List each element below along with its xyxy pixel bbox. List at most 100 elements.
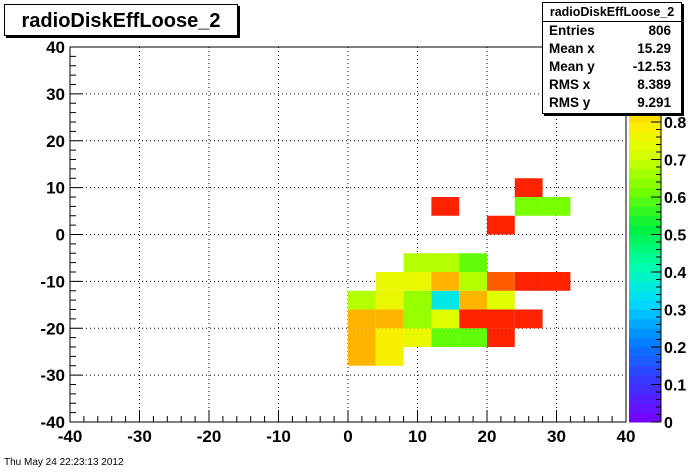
heatmap-cell [514,272,543,291]
palette-band [629,384,661,395]
heatmap-cell [403,328,432,347]
palette-band [629,272,661,282]
palette-band [629,347,661,357]
heatmap-cell [431,253,460,272]
heatmap-cell [514,309,543,329]
heatmap-cell [348,347,376,366]
x-tick-label: 20 [478,427,497,446]
palette-band [629,131,661,142]
heatmap-cell [459,290,487,310]
palette-band [629,159,661,170]
x-tick-label: 40 [617,427,636,446]
y-tick-label: -40 [40,413,65,432]
palette-band [629,281,661,292]
y-tick-label: -10 [40,272,65,291]
palette-band [629,337,661,348]
stats-row-entries: Entries 806 [543,22,681,40]
heatmap-cell [431,272,460,291]
heatmap-cell [431,309,460,329]
heatmap-cell [487,309,515,329]
heatmap-cell [514,197,543,216]
heatmap-cell [403,253,432,272]
stats-label: Mean y [549,59,595,74]
palette-band [629,262,661,273]
palette-tick-label: 0.8 [664,115,686,132]
x-tick-label: -40 [58,427,83,446]
heatmap-cell [487,272,515,291]
palette-tick-label: 0.3 [664,303,686,320]
heatmap-cell [459,272,487,291]
heatmap-cell [403,309,432,329]
heatmap-cell [514,178,543,197]
stats-label: RMS y [549,95,591,110]
stats-row-rms-x: RMS x 8.389 [543,76,681,94]
stats-value: 8.389 [637,77,671,92]
palette-band [629,187,661,198]
palette-tick-label: 0 [664,415,673,432]
palette-tick-label: 0.7 [664,153,686,170]
palette-band [629,206,661,217]
heatmap-cell [375,309,404,329]
heatmap-cell [348,309,376,329]
palette-band [629,168,661,179]
palette-band [629,150,661,160]
heatmap-cell [542,272,571,291]
heatmap-cell [375,347,404,366]
palette-tick-label: 0.5 [664,228,686,245]
heatmap-cell [431,197,460,216]
stats-label: Mean x [549,41,595,56]
stats-value: 9.291 [637,95,671,110]
heatmap-cell [487,215,515,235]
stats-title: radioDiskEffLoose_2 [543,3,681,22]
palette-tick-label: 0.6 [664,190,686,207]
stats-value: -12.53 [632,59,671,74]
palette-band [629,243,661,254]
axes: -40 -30 -20 -10 0 10 20 30 40 -40 -30 -20 -10 0 10 20 30… [40,38,635,446]
heatmap-cell [431,328,460,347]
stats-label: Entries [549,23,595,38]
palette-band [629,178,661,189]
palette-band [629,225,661,235]
y-tick-label: -20 [40,319,65,338]
heatmap-cell [403,272,432,291]
y-tick-label: 10 [46,179,65,198]
y-tick-label: 30 [46,85,65,104]
heatmap-cell [348,328,376,347]
palette-band [629,197,661,207]
heatmap-cell [375,272,404,291]
heatmap-cell [375,290,404,310]
palette-band [629,253,661,264]
x-tick-label: 30 [547,427,566,446]
palette-band [629,318,661,329]
heatmap-cell [459,253,487,272]
heatmap-cell [487,328,515,347]
palette-band [629,234,661,245]
plot-title: radioDiskEffLoose_2 [4,4,238,36]
stats-row-rms-y: RMS y 9.291 [543,94,681,112]
palette-band [629,328,661,339]
y-tick-label: 0 [56,226,65,245]
y-tick-label: -30 [40,366,65,385]
palette-band [629,365,661,376]
palette-band [629,309,661,320]
timestamp: Thu May 24 22:23:13 2012 [4,457,124,468]
x-tick-label: 10 [408,427,427,446]
y-tick-label: 40 [46,38,65,57]
palette-band [629,290,661,301]
palette-tick-label: 0.4 [664,265,686,282]
heatmap-cell [403,290,432,310]
heatmap-cell [487,290,515,310]
y-tick-label: 20 [46,132,65,151]
heatmap-cell [542,197,571,216]
x-tick-label: -30 [127,427,152,446]
palette-band [629,412,661,423]
stats-row-mean-x: Mean x 15.29 [543,40,681,58]
stats-value: 15.29 [637,41,671,56]
palette-band [629,112,661,123]
heatmap-cell [459,328,487,347]
palette-band [629,300,661,310]
stats-box: radioDiskEffLoose_2 Entries 806 Mean x 1… [542,2,682,114]
heatmap-cell [431,290,460,310]
palette-tick-label: 0.1 [664,378,686,395]
